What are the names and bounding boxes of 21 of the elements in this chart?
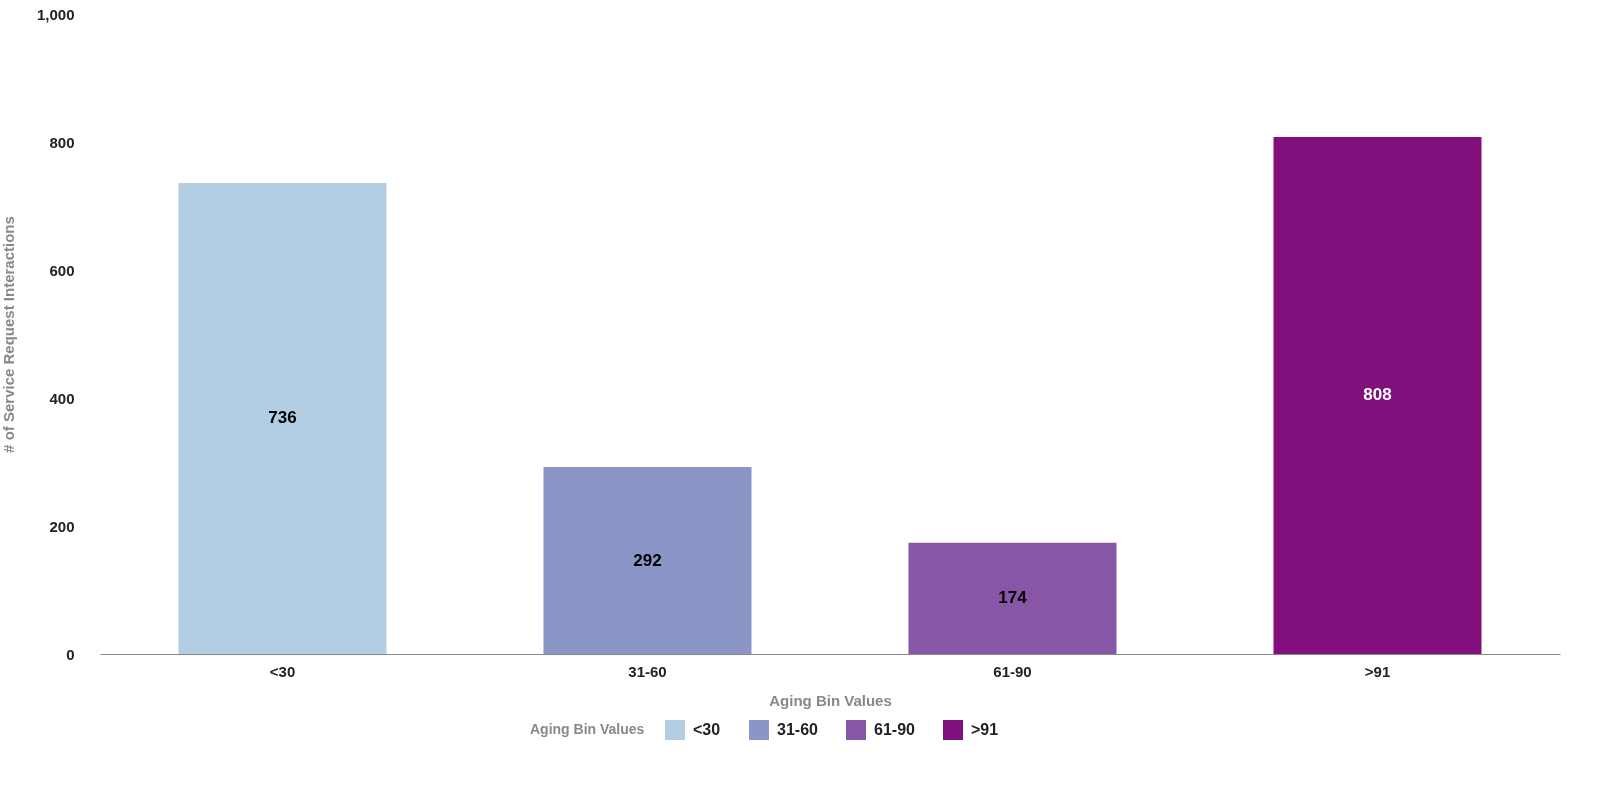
legend-label: 31-60 xyxy=(777,721,819,738)
data-label: 808 xyxy=(1363,385,1392,405)
y-axis-title: # of Service Request Interactions xyxy=(0,216,17,453)
y-tick-label: 200 xyxy=(49,517,75,535)
y-tick-label: 800 xyxy=(49,133,75,151)
x-tick-label: 31-60 xyxy=(628,662,667,680)
data-label: 174 xyxy=(998,588,1028,608)
x-axis-title: Aging Bin Values xyxy=(769,691,892,709)
legend-label: >91 xyxy=(971,721,999,738)
x-tick-label: >91 xyxy=(1364,662,1391,680)
data-label: 292 xyxy=(633,550,662,570)
x-tick-label: <30 xyxy=(269,662,296,680)
y-tick-label: 0 xyxy=(66,645,75,663)
legend-label: 61-90 xyxy=(874,721,916,738)
y-tick-label: 1,000 xyxy=(36,5,75,23)
x-tick-label: 61-90 xyxy=(993,662,1032,680)
data-label: 736 xyxy=(268,408,297,428)
y-tick-label: 600 xyxy=(49,261,75,279)
y-tick-label: 400 xyxy=(49,389,75,407)
legend-title: Aging Bin Values xyxy=(530,721,645,737)
legend-label: <30 xyxy=(693,721,721,738)
